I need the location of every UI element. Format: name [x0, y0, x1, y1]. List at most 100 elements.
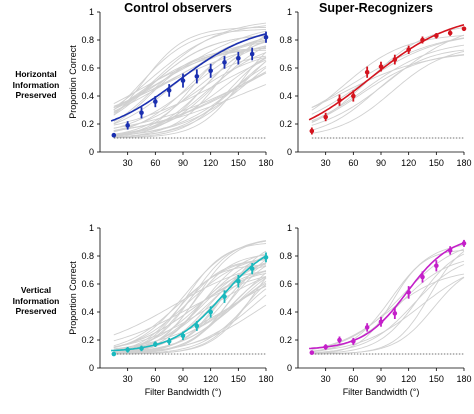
x-tick-label: 60 — [348, 158, 358, 168]
data-point — [166, 339, 172, 344]
data-point — [111, 351, 117, 357]
individual-curve — [311, 51, 465, 134]
data-point — [139, 110, 144, 116]
individual-curve — [113, 282, 267, 354]
group-fit-curve — [308, 24, 465, 121]
individual-curve — [311, 44, 465, 122]
y-tick-label: 0.4 — [279, 91, 292, 101]
panel-control-horizontal: 0 0.2 0.4 0.6 0.8 1 30 60 90 120 150 180 Proportion … — [68, 7, 274, 168]
y-tick-label: 0.6 — [279, 279, 292, 289]
data-point — [351, 339, 356, 344]
data-point — [222, 294, 227, 299]
y-tick-label: 0.4 — [81, 307, 94, 317]
data-point — [236, 278, 241, 284]
data-point — [153, 341, 158, 347]
individual-curve — [113, 60, 267, 138]
individual-curve — [113, 55, 267, 135]
data-point — [434, 263, 439, 269]
individual-curve — [113, 262, 267, 354]
data-point — [337, 97, 342, 103]
individual-curve — [113, 57, 267, 138]
y-tick-label: 1 — [287, 7, 292, 17]
individual-curve — [311, 253, 465, 354]
row-label-vertical-line2: Information — [12, 295, 60, 306]
x-tick-label: 60 — [150, 158, 160, 168]
panel-super-vertical: 0 0.2 0.4 0.6 0.8 1 30 60 90 120 150 180 Filter Band… — [279, 223, 471, 397]
data-point — [323, 344, 328, 350]
individual-curve — [113, 29, 266, 111]
x-tick-label: 120 — [203, 158, 218, 168]
x-tick-label: 180 — [258, 158, 273, 168]
individual-curve — [113, 304, 267, 354]
individual-curve — [113, 258, 267, 347]
y-axis-label: Proportion Correct — [68, 261, 78, 335]
individual-curve — [113, 41, 267, 129]
individual-curve — [311, 248, 465, 350]
row-label-vertical: Vertical Information Preserved — [0, 285, 72, 317]
data-point — [194, 323, 200, 329]
x-tick-label: 150 — [429, 158, 444, 168]
panel-control-vertical: 0 0.2 0.4 0.6 0.8 1 30 60 90 120 150 180 Proportion … — [68, 223, 274, 397]
y-tick-label: 0.4 — [81, 91, 94, 101]
individual-curve — [113, 59, 267, 126]
individual-curve — [113, 37, 267, 108]
y-tick-label: 0 — [287, 147, 292, 157]
x-tick-label: 90 — [178, 158, 188, 168]
y-tick-label: 0.8 — [81, 35, 94, 45]
x-tick-label: 30 — [123, 158, 133, 168]
individual-curve — [311, 273, 465, 350]
group-fit-curve — [110, 33, 267, 122]
x-tick-label: 60 — [150, 374, 160, 384]
column-title-control: Control observers — [124, 1, 232, 15]
individual-curve — [113, 35, 267, 138]
data-point — [208, 68, 213, 74]
x-tick-label: 150 — [429, 374, 444, 384]
x-axis-label: Filter Bandwidth (°) — [145, 387, 222, 397]
individual-curve — [113, 72, 267, 132]
data-point — [236, 55, 241, 61]
individual-curve — [113, 47, 267, 122]
y-tick-label: 0.2 — [81, 335, 94, 345]
data-point — [337, 337, 342, 343]
y-tick-label: 0.2 — [279, 119, 292, 129]
individual-curve — [113, 259, 267, 353]
y-tick-label: 0.6 — [279, 63, 292, 73]
data-point — [309, 350, 315, 355]
individual-curve — [311, 276, 465, 352]
row-label-horizontal-line3: Preserved — [15, 90, 57, 100]
y-tick-label: 0.6 — [81, 63, 94, 73]
individual-curve — [311, 37, 465, 108]
individual-curve — [113, 257, 267, 348]
x-tick-label: 120 — [401, 374, 416, 384]
individual-curve — [311, 35, 465, 111]
y-tick-label: 0.8 — [279, 35, 292, 45]
data-point — [323, 114, 328, 120]
data-point — [378, 319, 384, 325]
data-point — [125, 123, 130, 128]
individual-curve — [311, 260, 465, 352]
x-axis-label: Filter Bandwidth (°) — [343, 387, 420, 397]
x-tick-label: 180 — [456, 374, 471, 384]
data-point — [461, 241, 467, 246]
y-tick-label: 0.2 — [81, 119, 94, 129]
y-tick-label: 0.8 — [81, 251, 94, 261]
data-point — [249, 266, 255, 271]
group-fit-curve — [111, 255, 267, 352]
individual-curve — [113, 272, 267, 348]
individual-curve — [113, 250, 267, 354]
individual-curve — [311, 49, 465, 131]
data-point — [447, 248, 453, 253]
data-point — [263, 34, 269, 40]
individual-curve — [113, 276, 267, 348]
data-point — [208, 309, 213, 315]
x-tick-label: 120 — [203, 374, 218, 384]
data-point — [447, 30, 453, 36]
data-point — [249, 51, 255, 57]
data-point — [222, 60, 227, 65]
individual-curve — [113, 243, 267, 352]
row-label-horizontal: Horizontal Information Preserved — [0, 69, 72, 101]
data-point — [194, 74, 200, 79]
individual-curve — [113, 26, 267, 116]
row-label-horizontal-line2: Information — [12, 79, 60, 90]
